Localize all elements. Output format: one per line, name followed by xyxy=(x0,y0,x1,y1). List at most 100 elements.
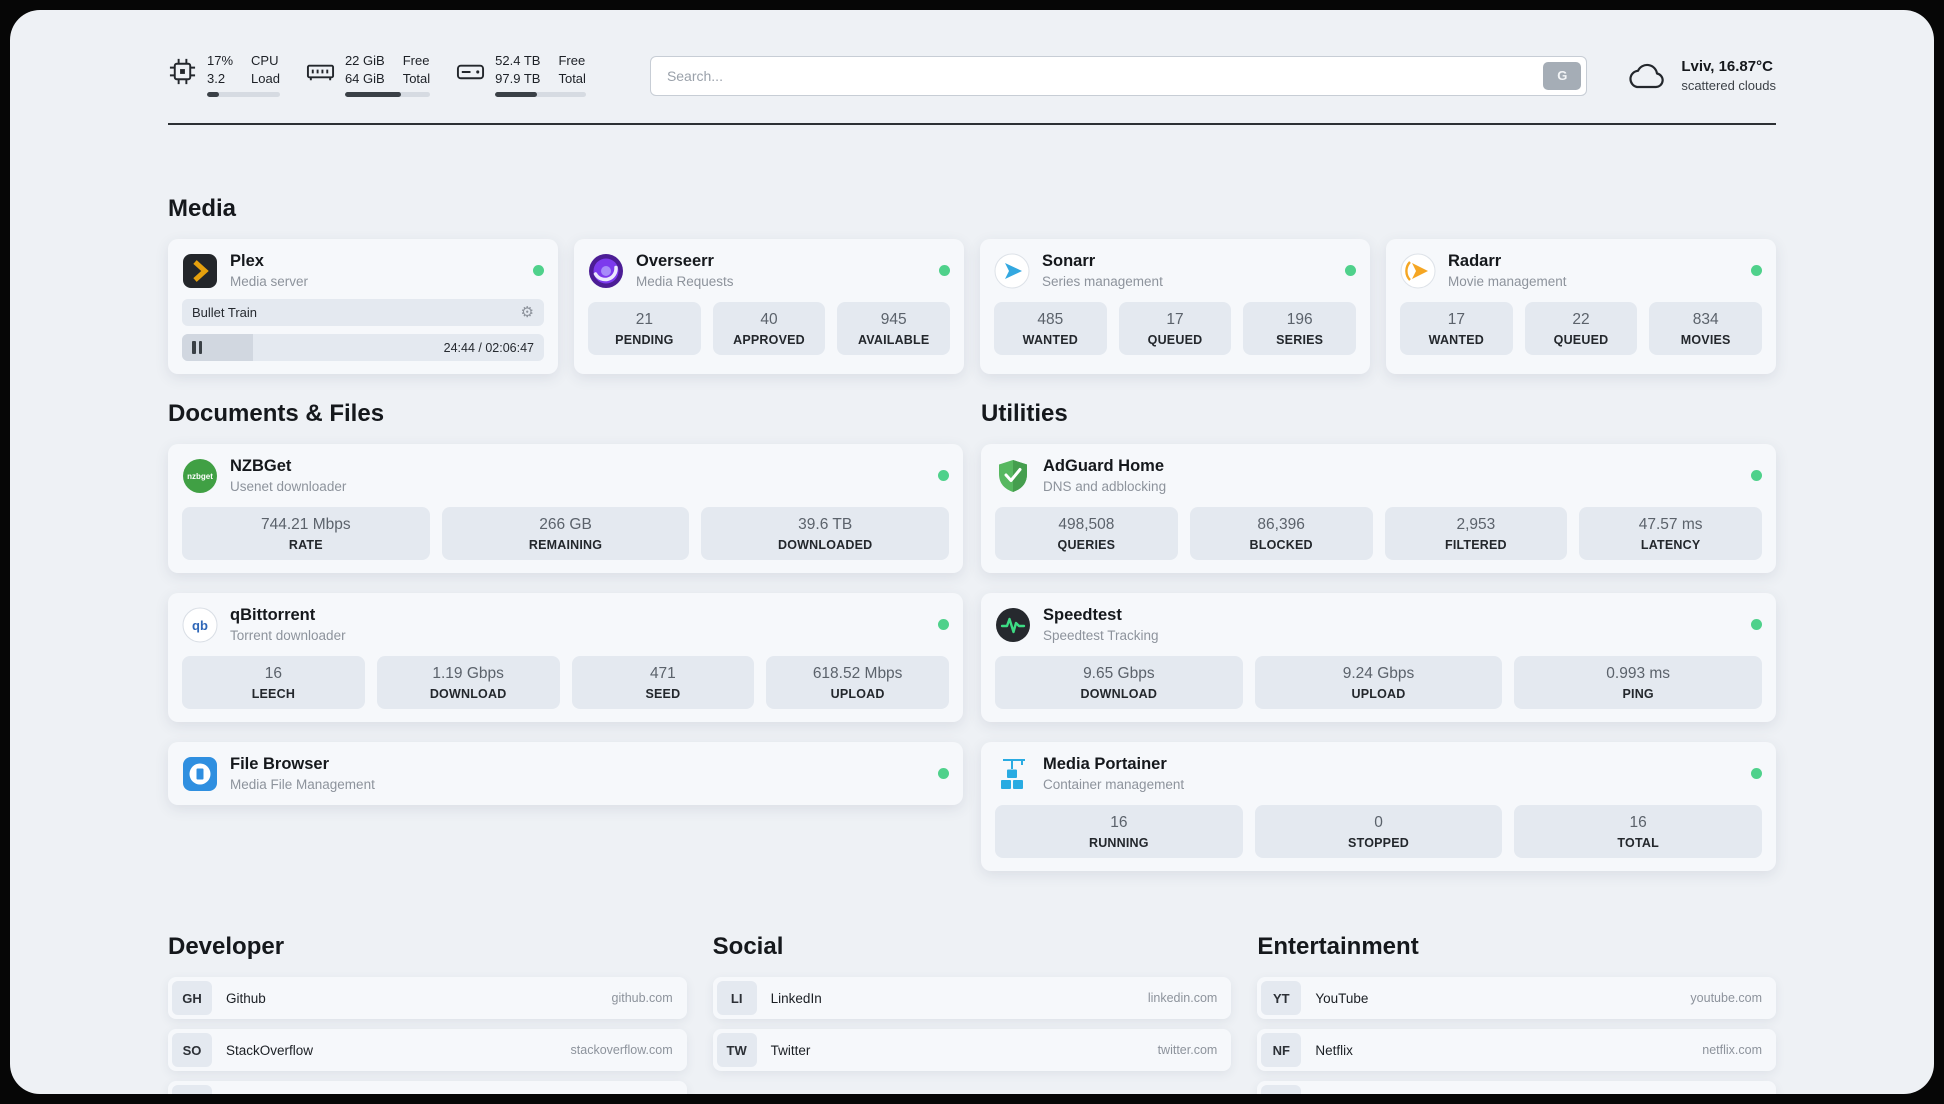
app-subtitle: Container management xyxy=(1043,777,1185,793)
bookmark-twitter[interactable]: TW Twitter twitter.com xyxy=(712,1029,1232,1072)
bookmark-url: stackoverflow.com xyxy=(570,1043,673,1058)
portainer-card[interactable]: Media Portainer Container management 16 … xyxy=(981,742,1776,872)
app-subtitle: Media File Management xyxy=(230,777,375,793)
app-subtitle: Movie management xyxy=(1448,274,1567,290)
status-dot xyxy=(533,265,544,277)
social-section-title: Social xyxy=(712,933,784,961)
speedtest-card[interactable]: Speedtest Speedtest Tracking 9.65 Gbps D… xyxy=(981,593,1776,723)
stat-box: 471 SEED xyxy=(571,656,755,710)
status-dot xyxy=(1751,768,1762,780)
stat-box: 16 RUNNING xyxy=(995,805,1243,859)
plex-icon xyxy=(182,253,218,289)
top-header: 17% 3.2 CPU Load xyxy=(168,53,1776,98)
gear-icon[interactable]: ⚙ xyxy=(520,304,534,322)
stat-box: 618.52 Mbps UPLOAD xyxy=(766,656,949,710)
status-dot xyxy=(938,619,949,631)
disk-progress-bar xyxy=(495,92,586,98)
qbittorrent-card[interactable]: qb qBittorrent Torrent downloader 16 LEE… xyxy=(168,593,963,723)
stat-box: 21 PENDING xyxy=(588,302,701,356)
stat-box: 196 SERIES xyxy=(1243,302,1357,356)
app-subtitle: Usenet downloader xyxy=(230,479,347,495)
sonarr-icon xyxy=(994,253,1030,289)
weather-location: Lviv, 16.87°C xyxy=(1681,58,1773,76)
bookmark-youtube[interactable]: YT YouTube youtube.com xyxy=(1257,977,1776,1020)
bookmark-reddit[interactable]: RE Reddit reddit.com xyxy=(1257,1081,1776,1094)
developer-bookmarks: Developer GH Github github.com SO StackO… xyxy=(168,933,687,1094)
status-dot xyxy=(1751,470,1762,482)
status-dot xyxy=(1751,265,1762,277)
now-playing-title: Bullet Train xyxy=(192,305,258,321)
filebrowser-card[interactable]: File Browser Media File Management xyxy=(168,742,963,806)
stat-box: 17 WANTED xyxy=(1400,302,1513,356)
stat-box: 2,953 FILTERED xyxy=(1384,507,1568,561)
radarr-card[interactable]: Radarr Movie management 17 WANTED 22 QUE… xyxy=(1386,239,1776,375)
playback-seek-bar[interactable]: 24:44 / 02:06:47 xyxy=(182,334,544,362)
bookmark-abbr: DT xyxy=(172,1085,212,1094)
pause-button[interactable] xyxy=(192,341,202,355)
bookmark-name: Netflix xyxy=(1315,1042,1353,1058)
stat-box: 17 QUEUED xyxy=(1118,302,1232,356)
adguard-icon xyxy=(995,458,1031,494)
ram-free-label: Free xyxy=(402,53,430,68)
bookmark-name: Twitter xyxy=(770,1042,811,1058)
stat-box: 16 LEECH xyxy=(182,656,365,710)
dashboard-page: 17% 3.2 CPU Load xyxy=(10,10,1934,1094)
playback-time: 24:44 / 02:06:47 xyxy=(443,340,534,355)
filebrowser-icon xyxy=(182,756,218,792)
bookmark-github[interactable]: GH Github github.com xyxy=(168,977,687,1020)
stat-box: 744.21 Mbps RATE xyxy=(182,507,430,561)
disk-icon xyxy=(456,57,485,86)
social-bookmarks: Social LI LinkedIn linkedin.com TW Twitt… xyxy=(712,933,1232,1072)
app-title: Plex xyxy=(230,252,264,271)
cloud-icon xyxy=(1625,60,1669,92)
nzbget-card[interactable]: nzbget NZBGet Usenet downloader 744.21 M… xyxy=(168,444,963,574)
entertainment-section-title: Entertainment xyxy=(1257,933,1419,961)
bookmark-linkedin[interactable]: LI LinkedIn linkedin.com xyxy=(712,977,1232,1020)
bookmark-abbr: LI xyxy=(716,981,757,1016)
search-bar: G xyxy=(649,55,1588,96)
disk-free-label: Free xyxy=(558,53,586,68)
overseerr-card[interactable]: Overseerr Media Requests 21 PENDING 40 A… xyxy=(574,239,964,375)
developer-section-title: Developer xyxy=(168,933,285,961)
app-subtitle: Media server xyxy=(230,274,309,290)
stat-box: 39.6 TB DOWNLOADED xyxy=(701,507,950,561)
weather-widget[interactable]: Lviv, 16.87°C scattered clouds xyxy=(1625,58,1776,93)
disk-widget: 52.4 TB 97.9 TB Free Total xyxy=(456,53,586,98)
search-engine-button[interactable]: G xyxy=(1543,61,1582,90)
app-subtitle: DNS and adblocking xyxy=(1043,479,1167,495)
app-title: qBittorrent xyxy=(230,606,316,625)
disk-total-value: 97.9 TB xyxy=(495,70,541,86)
cpu-progress-bar xyxy=(207,92,280,98)
bookmark-dev[interactable]: DT DEV dev.to xyxy=(168,1081,687,1094)
stat-box: 266 GB REMAINING xyxy=(441,507,690,561)
stat-box: 47.57 ms LATENCY xyxy=(1579,507,1762,561)
stat-box: 834 MOVIES xyxy=(1649,302,1763,356)
app-subtitle: Speedtest Tracking xyxy=(1043,628,1159,644)
svg-text:nzbget: nzbget xyxy=(187,472,213,481)
search-input[interactable] xyxy=(649,55,1588,96)
bookmark-url: netflix.com xyxy=(1702,1043,1762,1058)
stat-box: 16 TOTAL xyxy=(1514,805,1763,859)
app-title: File Browser xyxy=(230,755,330,774)
plex-card[interactable]: Plex Media server Bullet Train ⚙ 24:44 /… xyxy=(168,239,558,375)
ram-total-value: 64 GiB xyxy=(344,70,385,86)
cpu-widget: 17% 3.2 CPU Load xyxy=(168,53,280,98)
header-divider xyxy=(168,123,1776,126)
svg-text:qb: qb xyxy=(192,618,208,633)
media-section-title: Media xyxy=(168,195,237,223)
stat-box: 0 STOPPED xyxy=(1254,805,1503,859)
ram-widget: 22 GiB 64 GiB Free Total xyxy=(306,53,431,98)
sonarr-card[interactable]: Sonarr Series management 485 WANTED 17 Q… xyxy=(980,239,1370,375)
cpu-percent: 17% xyxy=(207,53,234,68)
cpu-load-value: 3.2 xyxy=(207,70,226,86)
documents-section-title: Documents & Files xyxy=(168,400,385,428)
stat-box: 9.65 Gbps DOWNLOAD xyxy=(995,656,1243,710)
adguard-card[interactable]: AdGuard Home DNS and adblocking 498,508 … xyxy=(981,444,1776,574)
stat-box: 498,508 QUERIES xyxy=(995,507,1178,561)
overseerr-icon xyxy=(588,253,624,289)
radarr-icon xyxy=(1400,253,1436,289)
stat-box: 485 WANTED xyxy=(994,302,1107,356)
status-dot xyxy=(1751,619,1762,631)
bookmark-stackoverflow[interactable]: SO StackOverflow stackoverflow.com xyxy=(168,1029,687,1072)
bookmark-netflix[interactable]: NF Netflix netflix.com xyxy=(1257,1029,1776,1072)
